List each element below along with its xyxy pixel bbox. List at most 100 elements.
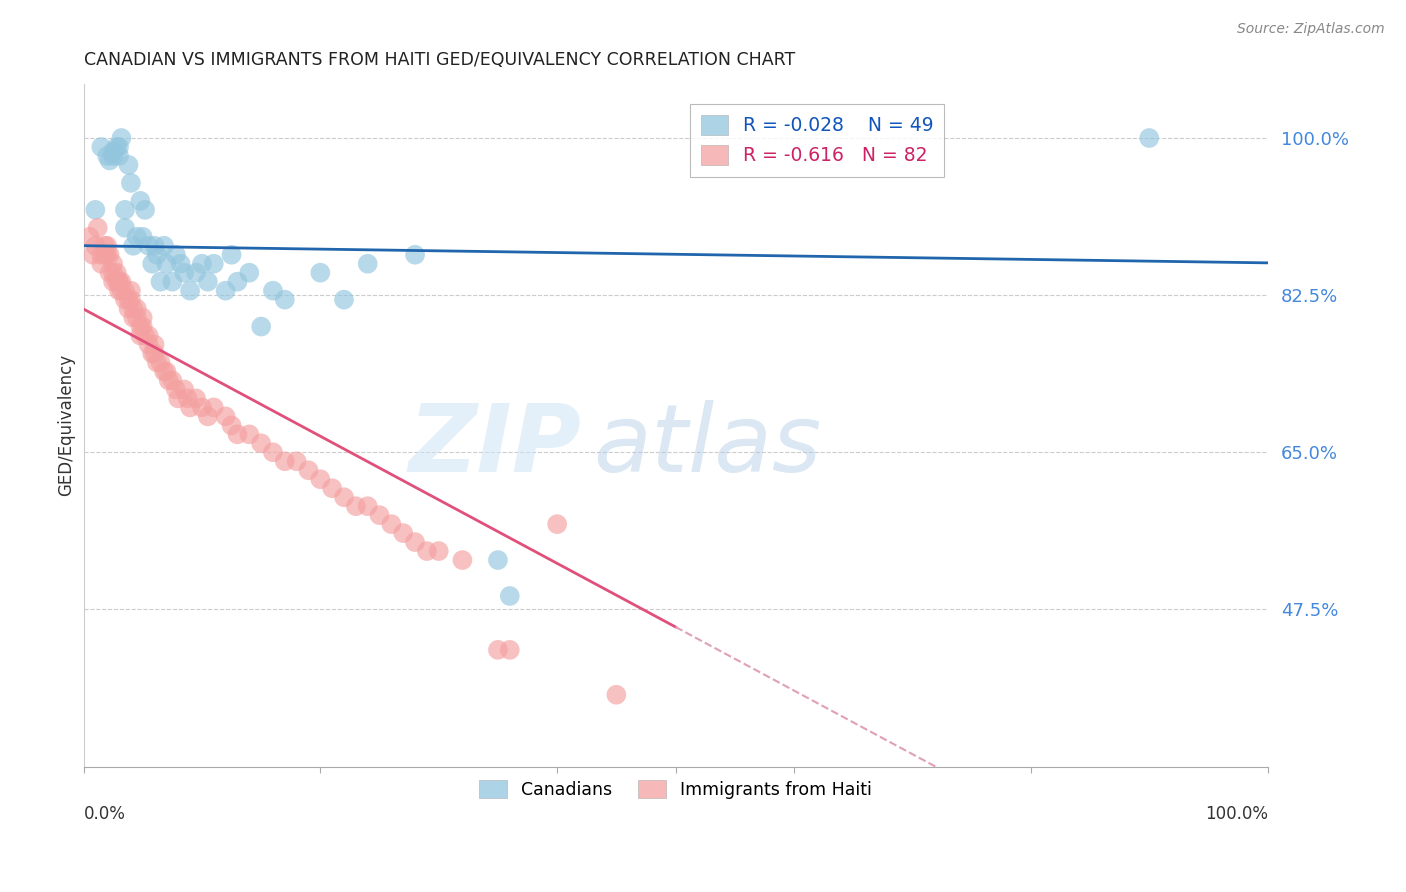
Point — [368, 508, 391, 523]
Point — [155, 257, 177, 271]
Point — [274, 454, 297, 468]
Point — [285, 454, 308, 468]
Point — [226, 275, 249, 289]
Point — [98, 266, 121, 280]
Point — [101, 266, 124, 280]
Point — [79, 229, 101, 244]
Point — [117, 158, 139, 172]
Point — [191, 401, 214, 415]
Point — [165, 248, 187, 262]
Point — [114, 202, 136, 217]
Point — [179, 284, 201, 298]
Point — [197, 409, 219, 424]
Point — [162, 275, 184, 289]
Point — [165, 383, 187, 397]
Point — [114, 293, 136, 307]
Point — [1137, 131, 1160, 145]
Point — [486, 553, 509, 567]
Point — [82, 248, 104, 262]
Point — [392, 526, 415, 541]
Point — [321, 481, 343, 495]
Point — [226, 427, 249, 442]
Point — [122, 239, 145, 253]
Point — [499, 589, 522, 603]
Point — [143, 239, 166, 253]
Point — [138, 337, 160, 351]
Point — [173, 266, 195, 280]
Point — [108, 275, 131, 289]
Point — [110, 284, 132, 298]
Point — [90, 248, 112, 262]
Point — [546, 517, 568, 532]
Point — [155, 364, 177, 378]
Text: Source: ZipAtlas.com: Source: ZipAtlas.com — [1237, 22, 1385, 37]
Point — [238, 427, 260, 442]
Point — [94, 248, 117, 262]
Point — [141, 257, 163, 271]
Y-axis label: GED/Equivalency: GED/Equivalency — [58, 354, 75, 497]
Point — [134, 202, 156, 217]
Point — [101, 275, 124, 289]
Point — [309, 472, 332, 486]
Point — [221, 248, 243, 262]
Point — [149, 355, 172, 369]
Point — [108, 140, 131, 154]
Point — [125, 229, 148, 244]
Point — [141, 346, 163, 360]
Point — [177, 392, 200, 406]
Point — [96, 149, 118, 163]
Point — [404, 535, 426, 549]
Point — [214, 284, 236, 298]
Point — [122, 301, 145, 316]
Point — [101, 257, 124, 271]
Point — [157, 374, 180, 388]
Point — [105, 266, 128, 280]
Point — [262, 445, 284, 459]
Point — [167, 392, 190, 406]
Point — [451, 553, 474, 567]
Point — [250, 319, 273, 334]
Point — [191, 257, 214, 271]
Text: atlas: atlas — [593, 401, 821, 491]
Point — [125, 310, 148, 325]
Point — [262, 284, 284, 298]
Point — [357, 257, 380, 271]
Point — [117, 293, 139, 307]
Point — [274, 293, 297, 307]
Point — [250, 436, 273, 450]
Point — [184, 266, 207, 280]
Point — [114, 220, 136, 235]
Point — [202, 257, 225, 271]
Point — [110, 275, 132, 289]
Text: 100.0%: 100.0% — [1205, 805, 1268, 823]
Point — [499, 643, 522, 657]
Point — [129, 194, 152, 208]
Point — [143, 337, 166, 351]
Point — [202, 401, 225, 415]
Point — [297, 463, 319, 477]
Point — [84, 239, 107, 253]
Point — [132, 319, 155, 334]
Point — [132, 229, 155, 244]
Point — [344, 499, 367, 513]
Point — [153, 364, 176, 378]
Point — [404, 248, 426, 262]
Point — [146, 355, 169, 369]
Point — [87, 220, 110, 235]
Point — [96, 239, 118, 253]
Point — [98, 248, 121, 262]
Point — [153, 239, 176, 253]
Point — [101, 149, 124, 163]
Point — [221, 418, 243, 433]
Point — [105, 275, 128, 289]
Point — [120, 284, 142, 298]
Point — [129, 328, 152, 343]
Point — [108, 284, 131, 298]
Point — [427, 544, 450, 558]
Text: ZIP: ZIP — [408, 400, 581, 491]
Point — [132, 310, 155, 325]
Point — [357, 499, 380, 513]
Point — [138, 328, 160, 343]
Point — [179, 401, 201, 415]
Point — [120, 293, 142, 307]
